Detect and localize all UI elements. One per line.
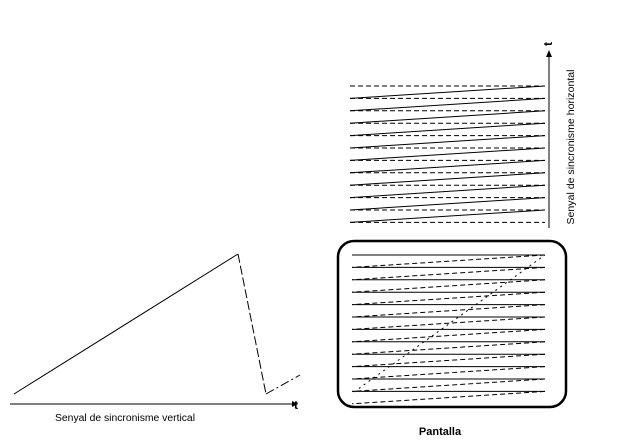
screen-retrace-line [351,341,546,355]
horizontal-sync-caption: Senyal de sincronisme horizontal [566,70,577,225]
horizontal-sync-scan-line [349,97,546,112]
vertical-retrace-path [353,254,546,393]
vertical-sync-signal: t Senyal de sincronisme vertical [10,253,301,424]
screen-retrace-line [351,366,546,380]
horizontal-sync-signal: t Senyal de sincronisme horizontal [349,42,577,228]
screen-retrace-line [351,378,546,392]
horizontal-sync-scan-line [349,110,546,124]
horizontal-sync-scan-line [349,85,546,99]
screen-retrace-line [351,291,546,306]
vertical-sync-caption: Senyal de sincronisme vertical [55,413,195,424]
horizontal-sync-scan-line [349,209,546,223]
vertical-sync-axis-arrow [292,401,298,407]
horizontal-sync-scan-line [349,197,546,211]
screen-retrace-line [351,254,546,268]
screen-retrace-line [351,266,546,281]
horizontal-sync-scan-line [349,135,546,149]
screen-frame [336,239,568,409]
screen: Pantalla [336,239,568,438]
screen-caption: Pantalla [419,426,462,438]
horizontal-sync-scan-line [349,147,546,161]
screen-retrace-line [351,328,546,343]
horizontal-sync-scan-line [349,122,546,137]
vertical-sync-ramp [13,253,239,395]
horizontal-sync-axis-arrow [546,50,552,57]
screen-retrace-line [351,304,546,318]
vertical-sync-axis-label: t [294,398,298,412]
horizontal-sync-scan-line [349,172,546,186]
horizontal-sync-sawtooth [349,85,546,223]
screen-retrace-line [351,353,546,368]
vertical-sync-flyback [237,253,267,395]
screen-retrace-line [351,279,546,293]
screen-scan-lines [351,254,546,405]
screen-retrace-line [351,316,546,330]
horizontal-sync-scan-line [349,184,546,199]
horizontal-sync-axis-label: t [541,42,555,46]
horizontal-sync-scan-line [349,159,546,174]
vertical-sync-next-ramp [265,374,301,395]
screen-retrace-line [351,390,546,405]
